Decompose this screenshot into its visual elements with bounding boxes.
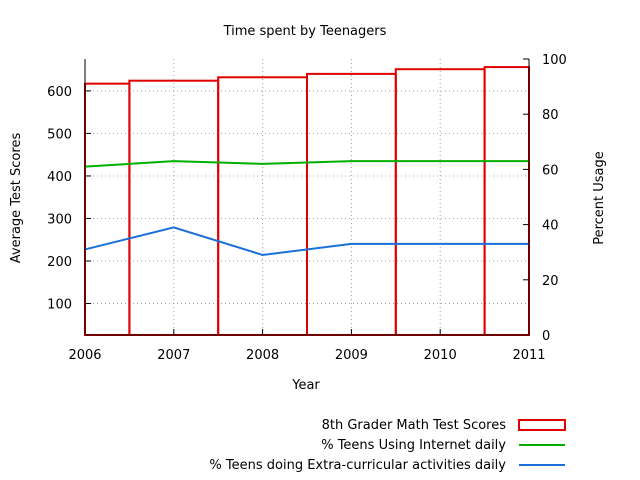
- x-tick-label: 2010: [424, 348, 457, 363]
- axes: [84, 58, 530, 336]
- y-tick-label: 100: [47, 298, 72, 313]
- x-tick-label: 2006: [68, 348, 101, 363]
- y-tick-label: 400: [47, 170, 72, 185]
- x-tick-label: 2009: [335, 348, 368, 363]
- legend-label: 8th Grader Math Test Scores: [322, 418, 507, 433]
- y2-tick-label: 80: [542, 108, 559, 123]
- x-tick-label: 2007: [157, 348, 190, 363]
- y-axis-label: Average Test Scores: [9, 133, 24, 264]
- series-line: [84, 226, 529, 256]
- legend-swatch-box: [518, 419, 566, 431]
- y2-tick-label: 0: [542, 329, 550, 344]
- bar: [84, 82, 131, 337]
- y2-axis-label: Percent Usage: [592, 151, 607, 245]
- y-tick-label: 300: [47, 212, 72, 227]
- legend: 8th Grader Math Test Scores % Teens Using…: [209, 418, 566, 473]
- y2-tick-label: 100: [542, 53, 567, 68]
- y2-tick-label: 40: [542, 219, 559, 234]
- y2-tick-label: 20: [542, 274, 559, 289]
- legend-label: % Teens Using Internet daily: [321, 438, 506, 453]
- series-line: [84, 160, 529, 168]
- y-tick-label: 200: [47, 255, 72, 270]
- x-tick-label: 2008: [246, 348, 279, 363]
- bar-series: [84, 66, 531, 337]
- x-axis-label: Year: [291, 378, 320, 393]
- tick-labels: 2006 2007 2008 2009 2010 20111002003004005006…: [47, 53, 567, 363]
- bar: [483, 66, 531, 337]
- y-tick-label: 600: [47, 85, 72, 100]
- legend-label: % Teens doing Extra-curricular activitie…: [209, 458, 506, 473]
- y2-tick-label: 60: [542, 163, 559, 178]
- y-tick-label: 500: [47, 127, 72, 142]
- x-tick-label: 2011: [512, 348, 545, 363]
- chart-title: Time spent by Teenagers: [223, 24, 387, 39]
- line-series: [84, 160, 529, 256]
